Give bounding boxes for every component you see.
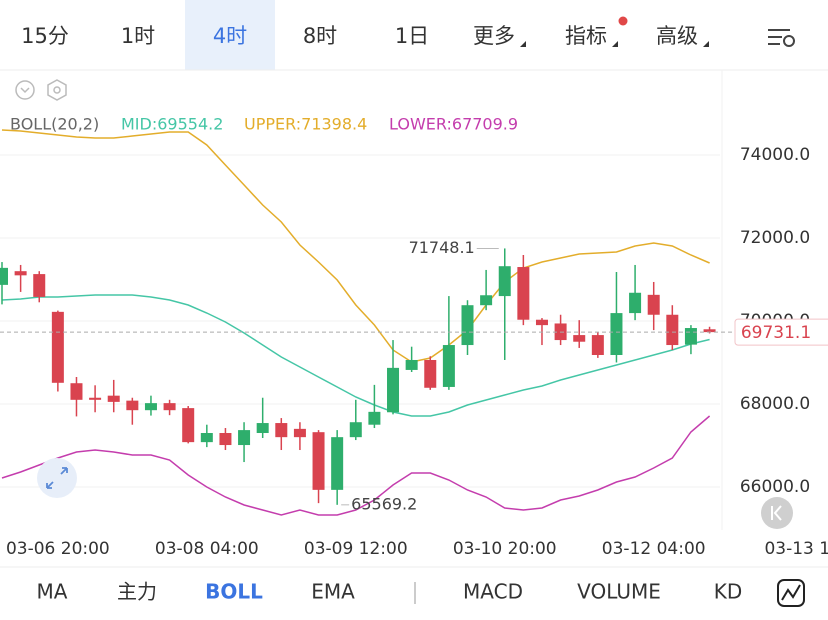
y-tick-label: 72000.0 — [740, 228, 810, 248]
x-tick-label: 03-13 12 — [764, 539, 828, 559]
candle-body — [424, 359, 437, 388]
candle-body — [219, 433, 232, 446]
timeframe-tab[interactable]: 1日 — [395, 24, 429, 48]
candle-body — [144, 403, 157, 411]
candle-body — [368, 411, 381, 425]
candle-body — [629, 292, 642, 314]
x-tick-label: 03-10 20:00 — [453, 539, 557, 559]
timeframe-tab[interactable]: 4时 — [213, 24, 247, 48]
legend-entry: UPPER:71398.4 — [244, 115, 367, 134]
scroll-latest-button[interactable] — [761, 497, 793, 529]
candle-body — [517, 267, 530, 320]
candle-body — [14, 271, 27, 276]
candle-body — [535, 319, 548, 326]
timeframe-tab[interactable]: 8时 — [303, 24, 337, 48]
active-tab-bg — [185, 0, 275, 70]
indicator-tab[interactable]: MACD — [463, 580, 523, 604]
y-tick-label: 74000.0 — [740, 145, 810, 165]
scroll-icon — [771, 505, 782, 521]
x-tick-label: 03-08 04:00 — [155, 539, 259, 559]
dropdown-arrow — [612, 41, 618, 47]
candle-body — [51, 311, 64, 383]
candle-body — [349, 422, 362, 438]
candle-body — [331, 437, 344, 490]
low-annotation: 65569.2 — [351, 494, 417, 513]
candle-body — [666, 314, 679, 346]
indicator-tab[interactable]: MA — [37, 580, 68, 604]
candle-body — [126, 400, 139, 411]
candle-body — [405, 359, 418, 370]
candle-body — [238, 430, 251, 446]
settings-icon[interactable] — [768, 29, 795, 47]
expand-button[interactable] — [37, 458, 77, 498]
high-annotation: 71748.1 — [409, 238, 475, 257]
x-tick-label: 03-09 12:00 — [304, 539, 408, 559]
candle-body — [200, 433, 213, 443]
candle-body — [312, 432, 325, 490]
indicator-name: BOLL(20,2) — [10, 115, 99, 134]
candle-body — [163, 403, 176, 411]
candle-body — [684, 328, 697, 345]
timeframe-tab[interactable]: 高级 — [656, 24, 698, 48]
indicator-tab[interactable]: KD — [714, 580, 743, 604]
candle-body — [573, 335, 586, 342]
candle-body — [610, 313, 623, 355]
y-tick-label: 68000.0 — [740, 394, 810, 414]
candle-body — [0, 267, 8, 285]
candle-body — [480, 295, 493, 306]
indicator-tab[interactable]: EMA — [311, 580, 355, 604]
expand-icon — [46, 467, 68, 489]
current-price: 69731.1 — [741, 323, 811, 343]
bollinger-line — [1, 294, 710, 417]
bollinger-line — [1, 129, 710, 363]
timeframe-tab[interactable]: 更多 — [473, 24, 515, 48]
dropdown-arrow — [703, 41, 709, 47]
candle-body — [89, 397, 102, 400]
legend-entry: LOWER:67709.9 — [389, 115, 518, 134]
y-tick-label: 66000.0 — [740, 477, 810, 497]
timeframe-tab[interactable]: 指标 — [565, 24, 607, 48]
candle-body — [591, 335, 604, 355]
candle-body — [182, 408, 195, 443]
candle-body — [442, 345, 455, 387]
candle-body — [70, 383, 83, 400]
collapse-icon[interactable] — [15, 80, 35, 100]
candle-body — [703, 329, 716, 333]
legend-entry: MID:69554.2 — [121, 115, 223, 134]
candle-body — [293, 428, 306, 438]
candle-body — [498, 266, 511, 297]
bollinger-line — [1, 415, 711, 516]
drawing-tool-icon[interactable] — [777, 579, 805, 607]
indicator-tab[interactable]: BOLL — [205, 580, 263, 604]
x-tick-label: 03-12 04:00 — [602, 539, 706, 559]
timeframe-tab[interactable]: 1时 — [121, 24, 155, 48]
timeframe-tab[interactable]: 15分 — [21, 24, 69, 48]
candle-body — [256, 423, 269, 434]
price-tag-bg — [734, 318, 828, 346]
candle-body — [107, 395, 120, 402]
indicator-tab[interactable]: 主力 — [117, 580, 157, 604]
gear-icon[interactable] — [47, 79, 67, 101]
candle-body — [461, 305, 474, 346]
dropdown-arrow — [520, 41, 526, 47]
candle-body — [275, 423, 288, 438]
x-tick-label: 03-06 20:00 — [6, 539, 110, 559]
candle-body — [647, 294, 660, 315]
candle-body — [387, 367, 400, 413]
indicator-tab[interactable]: VOLUME — [577, 580, 661, 604]
notification-dot — [618, 16, 628, 26]
candle-body — [33, 274, 46, 297]
